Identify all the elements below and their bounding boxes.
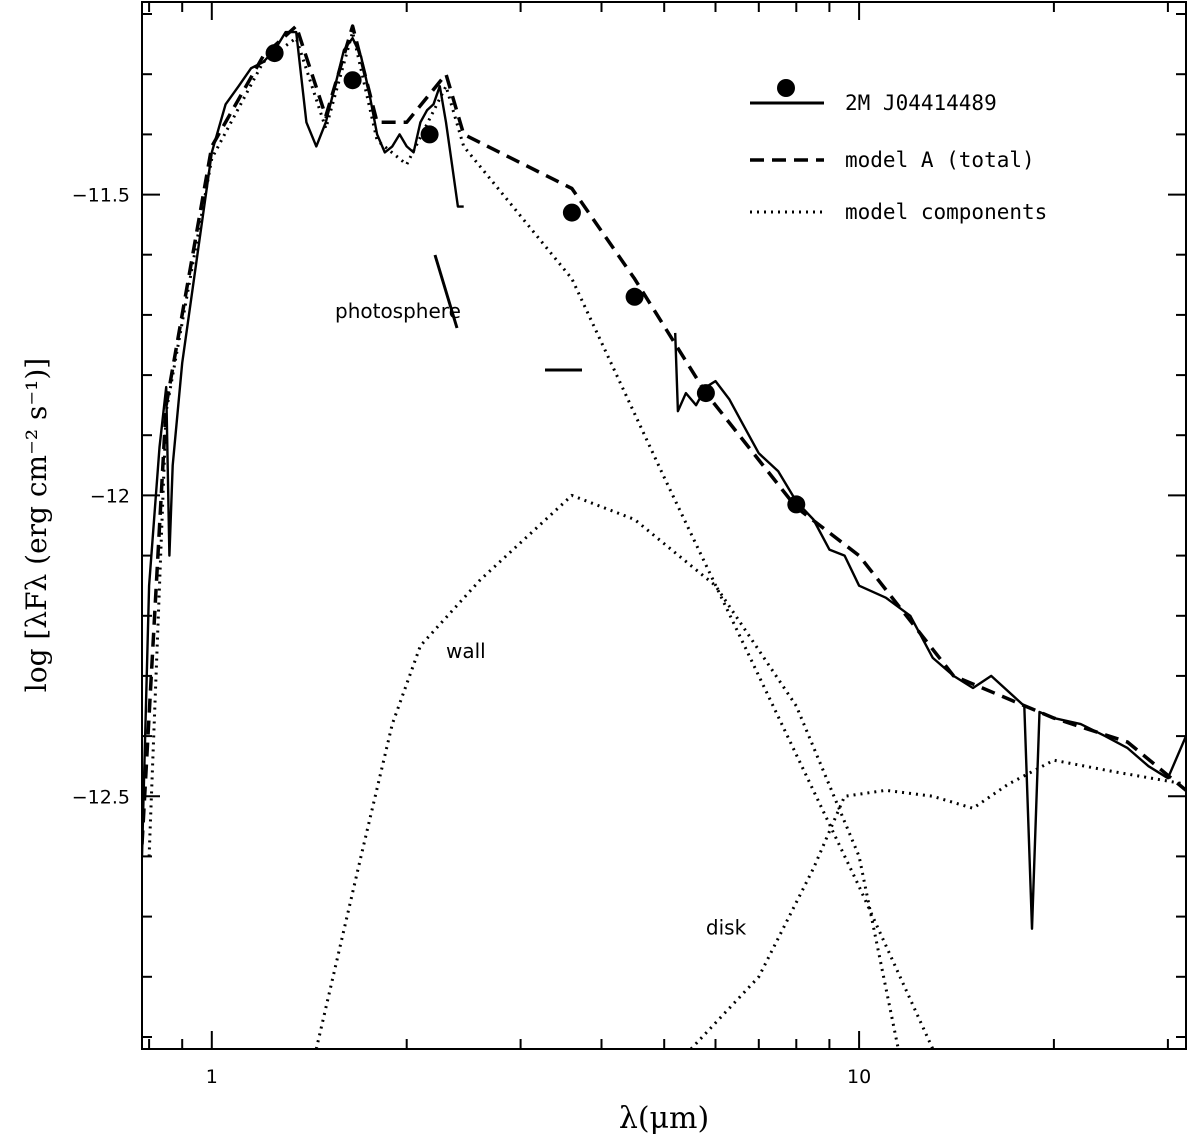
x-tick-label-10: 10 (847, 1066, 871, 1088)
series-disk-dotted-6 (689, 758, 1186, 1049)
data-point-2m-j04414489-3 (562, 203, 581, 222)
series-model-a-total-dashed-3 (142, 24, 1186, 845)
y-axis-label: log [λFλ (erg cm⁻² s⁻¹)] (20, 358, 53, 692)
legend-label-model-total: model A (total) (845, 148, 1035, 172)
series-2m-j04414489-solid-2 (674, 332, 1186, 930)
legend: 2M J04414489 model A (total) model compo… (750, 79, 1047, 224)
axis-ticks: 1 10 −11.5 −12 −12.5 (72, 2, 1186, 1088)
data-point-2m-j04414489-4 (625, 287, 644, 306)
x-axis-label: λ(μm) (619, 1101, 709, 1136)
legend-marker-2mj04414489 (777, 79, 795, 97)
y-tick-label--12: −12 (90, 485, 130, 507)
legend-label-model-components: model components (845, 200, 1047, 224)
data-point-2m-j04414489-2 (420, 125, 439, 144)
series-photosphere-dotted-4 (147, 30, 935, 1049)
annotation-photosphere: photosphere (335, 299, 461, 323)
annotation-wall: wall (446, 639, 486, 663)
photosphere-pointer-1 (433, 254, 459, 329)
y-tick-label--12.5: −12.5 (72, 786, 130, 808)
data-point-2m-j04414489-1 (343, 71, 362, 90)
legend-label-2mj04414489: 2M J04414489 (845, 91, 997, 115)
series-2m-j04414489-solid-1 (142, 30, 464, 857)
y-tick-label--11.5: −11.5 (72, 185, 130, 207)
series-wall-dotted-5 (314, 493, 900, 1049)
annotation-disk: disk (706, 916, 747, 940)
annotations: photosphere wall disk (335, 299, 747, 940)
x-tick-label-1: 1 (206, 1066, 218, 1088)
plot-content (142, 24, 1186, 1049)
